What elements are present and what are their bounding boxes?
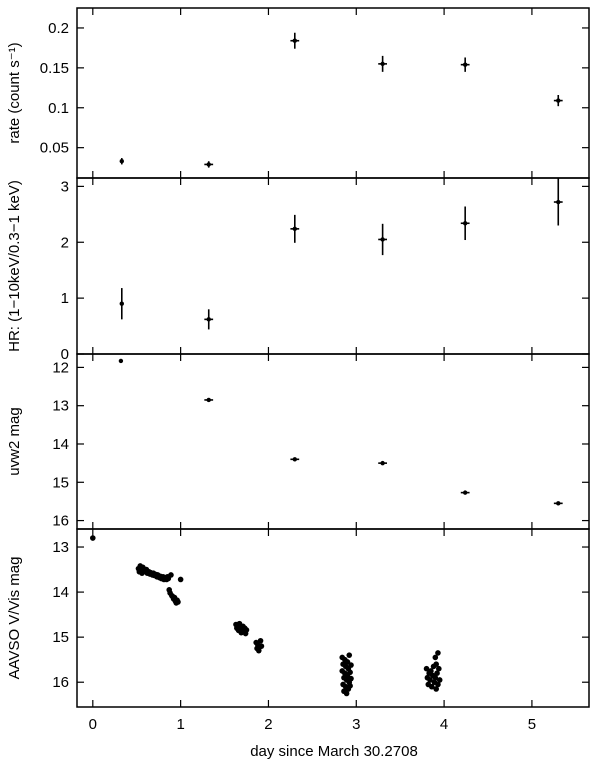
data-point: [380, 237, 385, 242]
y-tick-label: 12: [52, 359, 69, 376]
data-point: [292, 457, 297, 462]
data-point: [119, 159, 124, 164]
data-point: [436, 665, 442, 672]
y-tick-label: 1: [61, 290, 69, 307]
data-point: [206, 162, 211, 167]
data-point: [428, 683, 435, 690]
data-point: [347, 683, 353, 689]
y-axis-label: HR: (1−10keV/0.3−1 keV): [6, 180, 23, 352]
data-point: [243, 627, 250, 633]
y-tick-label: 0: [61, 346, 69, 363]
y-tick-label: 13: [52, 539, 69, 556]
data-point: [343, 690, 350, 697]
y-axis-label: AAVSO V/Vis mag: [6, 557, 23, 680]
data-point: [556, 199, 561, 205]
data-point: [206, 317, 211, 322]
data-point: [380, 61, 385, 67]
data-point: [292, 226, 297, 232]
data-point: [346, 652, 353, 658]
y-axis-label: rate (count s⁻¹): [6, 42, 23, 143]
data-point: [556, 501, 561, 506]
panel-2: 0 1 2 3 HR: (1−10keV/0.3−1 keV): [6, 177, 590, 363]
x-tick-label: 0: [89, 716, 97, 733]
y-tick-label: 14: [52, 584, 69, 601]
data-point: [380, 460, 385, 466]
data-point: [556, 98, 561, 103]
data-point: [428, 668, 434, 674]
data-point: [292, 38, 297, 43]
data-point: [462, 490, 468, 495]
data-point: [257, 637, 264, 644]
panel-3: 12 13 14 15 16 uvw2 mag: [6, 353, 590, 530]
data-point: [432, 654, 439, 661]
data-point: [348, 675, 354, 682]
data-point: [348, 662, 354, 668]
y-axis-label: uvw2 mag: [6, 407, 23, 475]
panel-frame: [76, 7, 590, 179]
data-point: [432, 674, 439, 681]
data-point: [347, 669, 353, 676]
panel-frame: [76, 177, 590, 355]
y-tick-label: 2: [61, 234, 69, 251]
panel-4: 13 14 15 16 AAVSO V/Vis mag 0 1 2 3 4 5: [6, 528, 590, 733]
data-point: [258, 643, 265, 649]
y-tick-label: 0.1: [48, 100, 69, 117]
data-point: [435, 650, 441, 656]
data-point: [118, 358, 124, 364]
x-tick-label: 4: [440, 716, 448, 733]
x-tick-label: 3: [352, 716, 360, 733]
data-point: [436, 677, 443, 683]
data-point: [435, 681, 441, 688]
y-tick-label: 16: [52, 513, 69, 530]
panel-frame: [76, 528, 590, 708]
y-tick-label: 0.2: [48, 20, 69, 37]
x-axis-label: day since March 30.2708: [250, 743, 418, 760]
y-tick-label: 15: [52, 474, 69, 491]
data-point: [90, 535, 96, 541]
x-tick-label: 1: [176, 716, 184, 733]
panel-frame: [76, 353, 590, 530]
y-tick-label: 14: [52, 436, 69, 453]
y-tick-label: 16: [52, 674, 69, 691]
y-tick-label: 15: [52, 629, 69, 646]
y-tick-label: 13: [52, 398, 69, 415]
data-point: [175, 599, 181, 605]
x-tick-label: 2: [264, 716, 272, 733]
panel-1: 0.05 0.1 0.15 0.2 rate (count s⁻¹): [6, 7, 590, 179]
x-tick-label: 5: [528, 716, 536, 733]
y-tick-label: 0.15: [40, 60, 69, 77]
data-point: [427, 677, 433, 683]
data-point: [206, 397, 211, 403]
data-point: [433, 686, 439, 692]
data-point: [434, 670, 440, 677]
data-point: [119, 301, 124, 306]
data-point: [433, 661, 439, 667]
y-tick-label: 0.05: [40, 140, 69, 157]
data-point: [177, 576, 184, 583]
data-point: [462, 62, 468, 67]
data-point: [168, 572, 174, 578]
data-point: [423, 665, 430, 672]
y-tick-label: 3: [61, 178, 69, 195]
data-point: [462, 221, 468, 226]
